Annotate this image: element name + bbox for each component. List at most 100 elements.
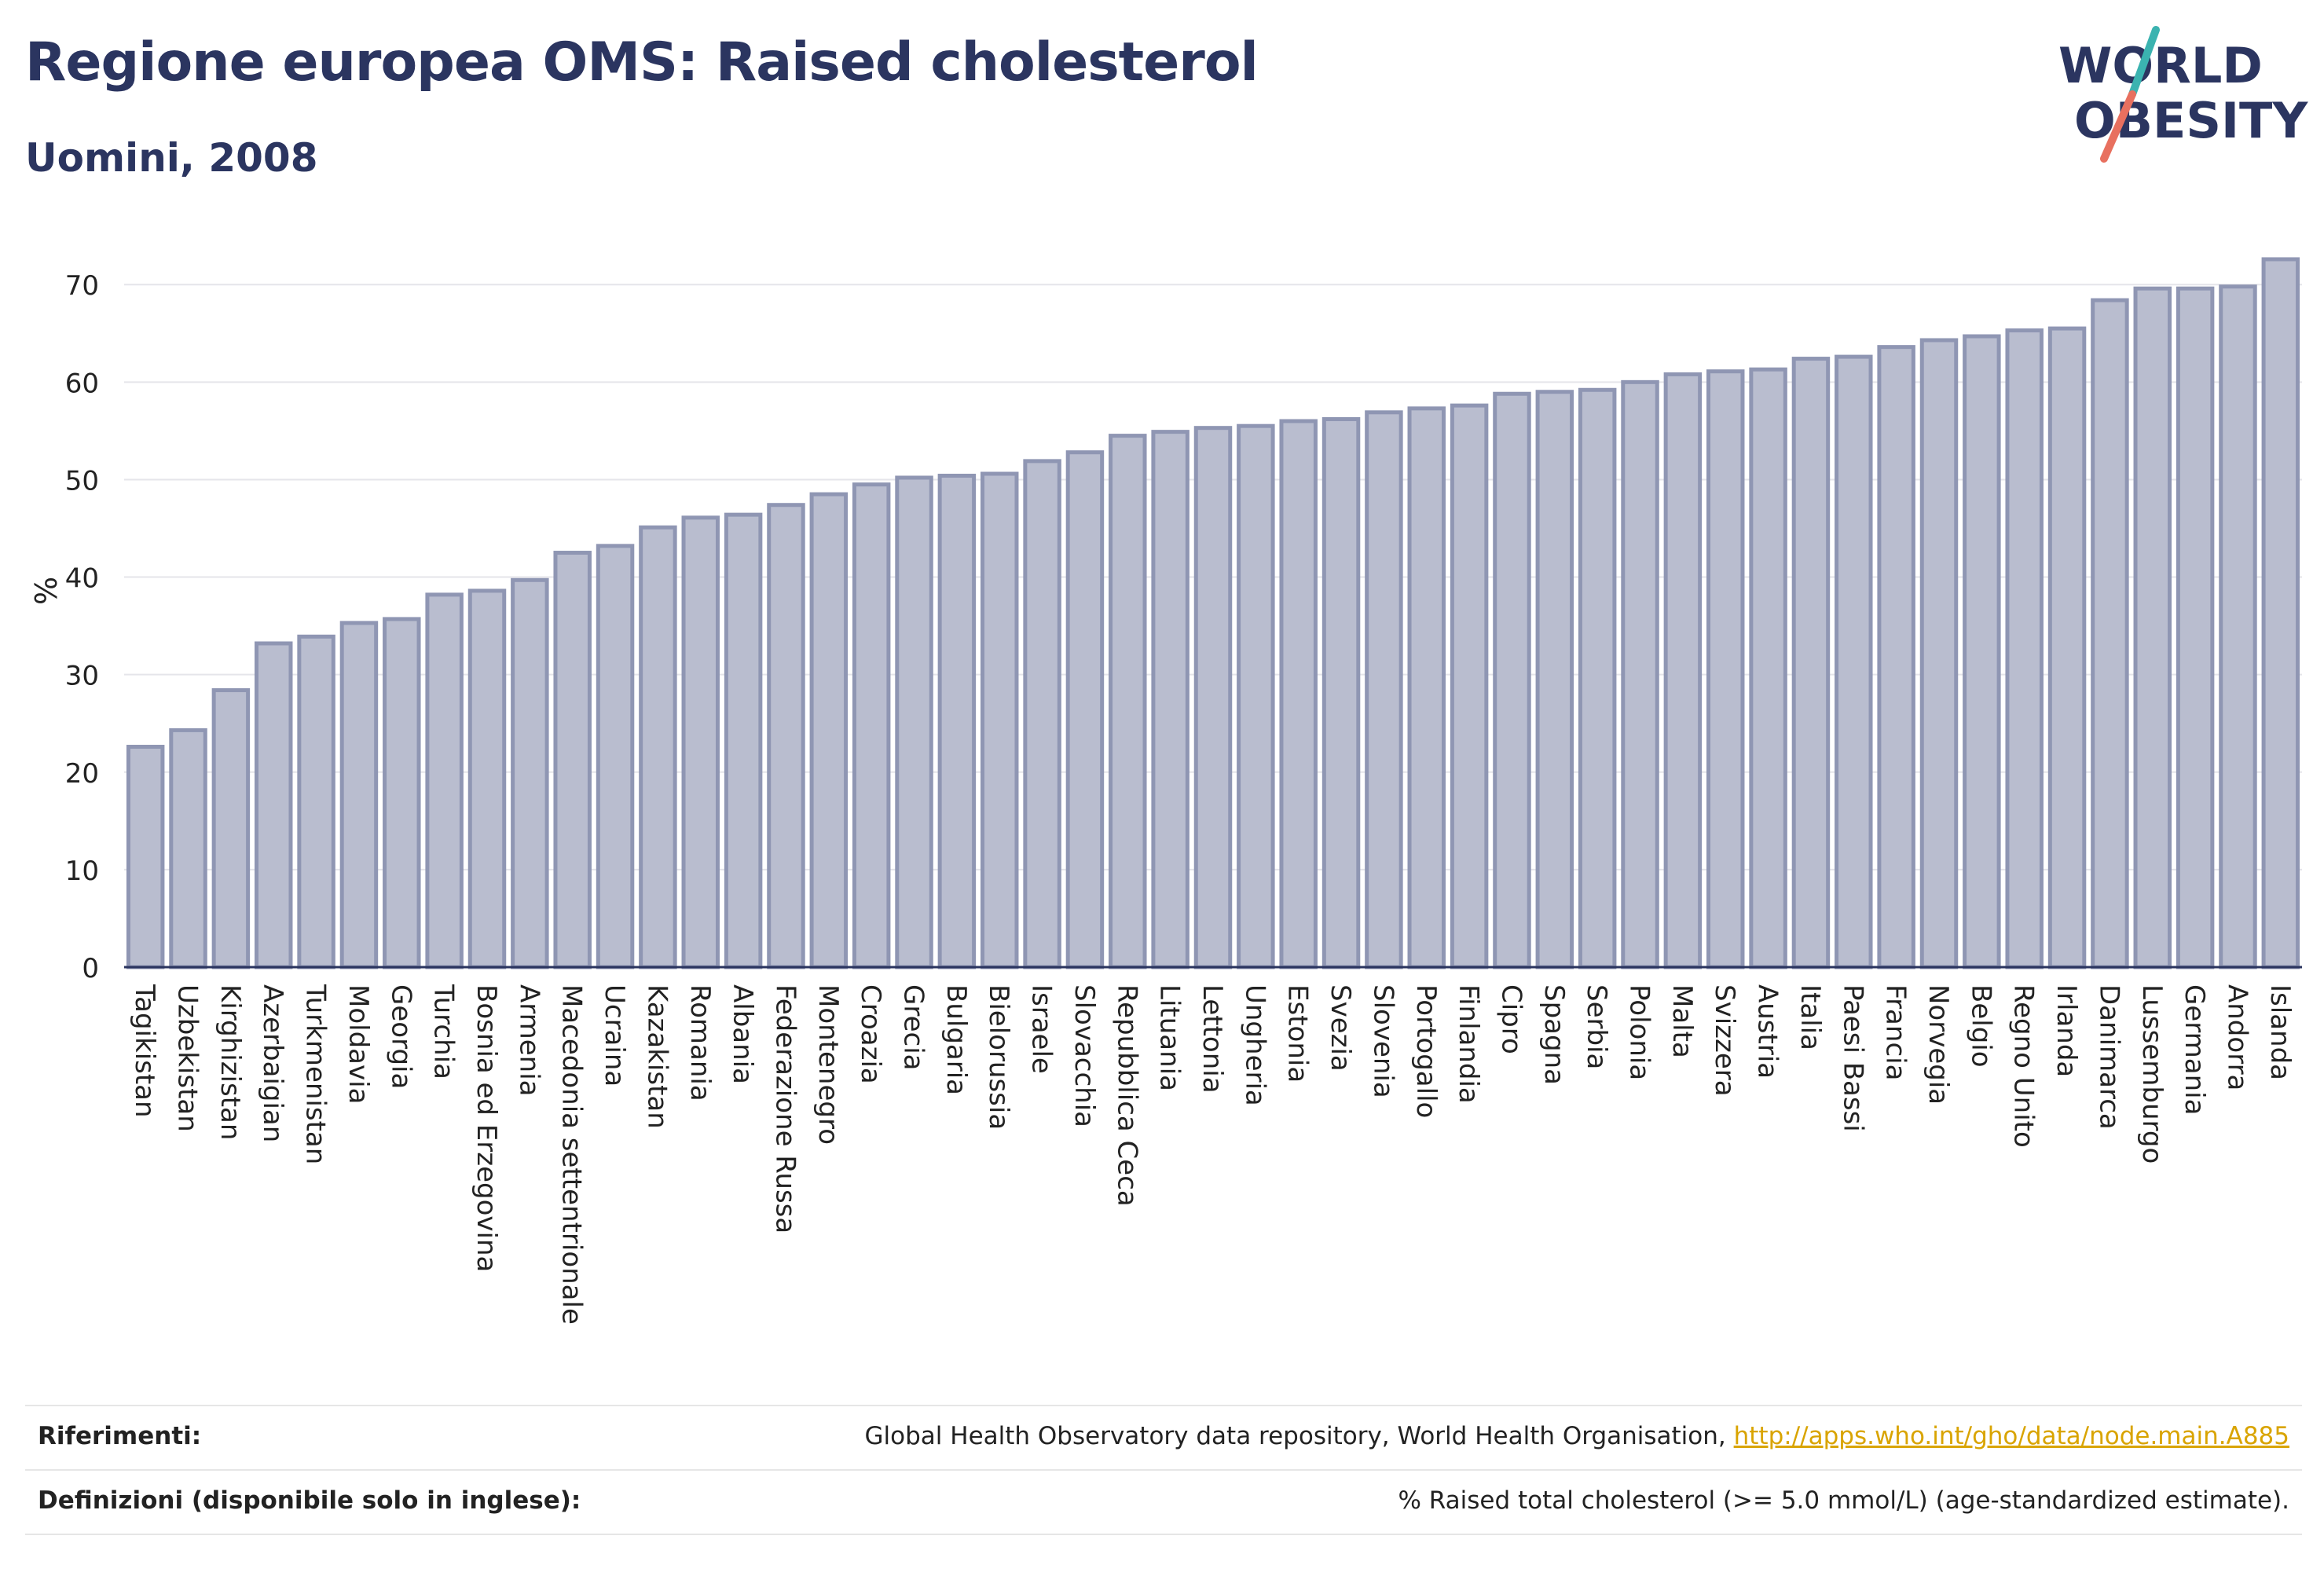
bar[interactable]	[724, 512, 763, 969]
bar[interactable]	[1621, 379, 1659, 969]
bar[interactable]	[809, 492, 849, 969]
logo-line1: WORLD	[2058, 37, 2263, 94]
x-tick-label: Svezia	[1325, 984, 1356, 1072]
x-tick-label: Moldavia	[343, 984, 374, 1104]
x-tick-label: Montenegro	[812, 984, 844, 1145]
bar[interactable]	[1791, 357, 1831, 969]
bar[interactable]	[937, 473, 977, 969]
bar[interactable]	[2219, 284, 2257, 969]
footer-definitions: Definizioni (disponibile solo in inglese…	[25, 1486, 2302, 1526]
x-tick-label: Austria	[1752, 984, 1783, 1079]
x-tick-label: Serbia	[1581, 984, 1612, 1069]
bar[interactable]	[1450, 403, 1489, 969]
y-axis-label: %	[29, 577, 64, 605]
bar[interactable]	[425, 592, 464, 969]
x-tick-label: Slovacchia	[1069, 984, 1100, 1127]
references-link[interactable]: http://apps.who.int/gho/data/node.main.A…	[1733, 1422, 2289, 1450]
bar[interactable]	[2091, 298, 2129, 969]
bar[interactable]	[1578, 387, 1617, 969]
x-tick-label: Kazakistan	[641, 984, 673, 1129]
bar[interactable]	[169, 728, 207, 969]
bar[interactable]	[511, 577, 549, 969]
bar[interactable]	[1279, 419, 1318, 969]
x-tick-label: Germania	[2179, 984, 2210, 1115]
x-tick-label: Malta	[1666, 984, 1698, 1058]
references-text: Global Health Observatory data repositor…	[864, 1422, 1734, 1450]
x-tick-label: Italia	[1794, 984, 1826, 1050]
x-tick-label: Lettonia	[1197, 984, 1228, 1094]
bar[interactable]	[297, 634, 335, 969]
x-tick-label: Bulgaria	[940, 984, 972, 1095]
x-tick-label: Paesi Bassi	[1837, 984, 1868, 1132]
bar[interactable]	[2005, 328, 2044, 969]
bar[interactable]	[339, 621, 379, 969]
bar[interactable]	[1023, 459, 1061, 969]
logo-slash-top	[2128, 26, 2160, 98]
bar[interactable]	[1663, 372, 1703, 969]
bar[interactable]	[211, 688, 251, 969]
bar[interactable]	[1963, 334, 2001, 969]
bar[interactable]	[1835, 354, 1873, 969]
y-tick-label: 70	[65, 270, 99, 302]
bar[interactable]	[1877, 345, 1915, 969]
x-tick-label: Croazia	[855, 984, 886, 1084]
bar[interactable]	[1706, 369, 1745, 969]
chart-title: Regione europea OMS: Raised cholesterol	[25, 31, 1259, 93]
x-tick-label: Repubblica Ceca	[1111, 984, 1142, 1207]
bar[interactable]	[2133, 286, 2172, 969]
bar[interactable]	[596, 544, 635, 969]
x-tick-label: Kirghizistan	[214, 984, 246, 1140]
bar[interactable]	[980, 471, 1019, 969]
references-label: Riferimenti:	[38, 1422, 202, 1450]
bar[interactable]	[2047, 326, 2087, 969]
x-tick-label: Lussemburgo	[2136, 984, 2168, 1164]
bar[interactable]	[254, 641, 293, 969]
x-tick-label: Portogallo	[1410, 984, 1442, 1118]
bar[interactable]	[1151, 430, 1189, 969]
bar[interactable]	[1109, 434, 1147, 969]
x-tick-label: Regno Unito	[2008, 984, 2040, 1148]
bar[interactable]	[2261, 257, 2300, 969]
references-value: Global Health Observatory data repositor…	[865, 1422, 2289, 1450]
bar[interactable]	[1919, 338, 1959, 969]
bar[interactable]	[553, 551, 592, 969]
y-tick-label: 60	[65, 368, 99, 399]
bar[interactable]	[1193, 426, 1233, 969]
bar[interactable]	[767, 503, 805, 969]
x-tick-label: Andorra	[2221, 984, 2253, 1090]
bar[interactable]	[1535, 390, 1574, 969]
x-tick-label: Federazione Russa	[769, 984, 801, 1233]
x-tick-label: Israele	[1026, 984, 1058, 1074]
bar[interactable]	[1407, 406, 1446, 969]
footer-divider-top	[25, 1405, 2302, 1406]
x-tick-label: Slovenia	[1367, 984, 1398, 1098]
x-tick-label: Lituania	[1154, 984, 1186, 1091]
bar[interactable]	[681, 515, 720, 969]
bar[interactable]	[639, 525, 677, 969]
bar[interactable]	[1065, 450, 1105, 969]
bar[interactable]	[2176, 286, 2215, 969]
y-tick-label: 50	[65, 465, 99, 497]
bar[interactable]	[383, 617, 421, 969]
x-tick-label: Estonia	[1282, 984, 1314, 1083]
bar[interactable]	[467, 588, 507, 969]
definitions-value: % Raised total cholesterol (>= 5.0 mmol/…	[1398, 1486, 2289, 1515]
y-tick-label: 20	[65, 758, 99, 790]
bar[interactable]	[1365, 410, 1403, 969]
x-tick-label: Belgio	[1965, 984, 1996, 1068]
bar[interactable]	[1237, 423, 1275, 969]
bar[interactable]	[1321, 417, 1361, 969]
bar[interactable]	[895, 475, 933, 969]
bar[interactable]	[1493, 391, 1531, 969]
y-tick-label: 10	[65, 856, 99, 887]
chart-subtitle: Uomini, 2008	[25, 135, 318, 181]
bar[interactable]	[126, 745, 165, 969]
x-tick-label: Romania	[684, 984, 716, 1101]
x-tick-label: Irlanda	[2051, 984, 2082, 1077]
x-tick-label: Macedonia settentrionale	[556, 984, 588, 1325]
bar[interactable]	[1749, 367, 1787, 969]
x-tick-label: Bielorussia	[983, 984, 1014, 1130]
x-tick-label: Francia	[1880, 984, 1912, 1080]
bar[interactable]	[852, 482, 891, 969]
x-tick-label: Polonia	[1624, 984, 1655, 1080]
